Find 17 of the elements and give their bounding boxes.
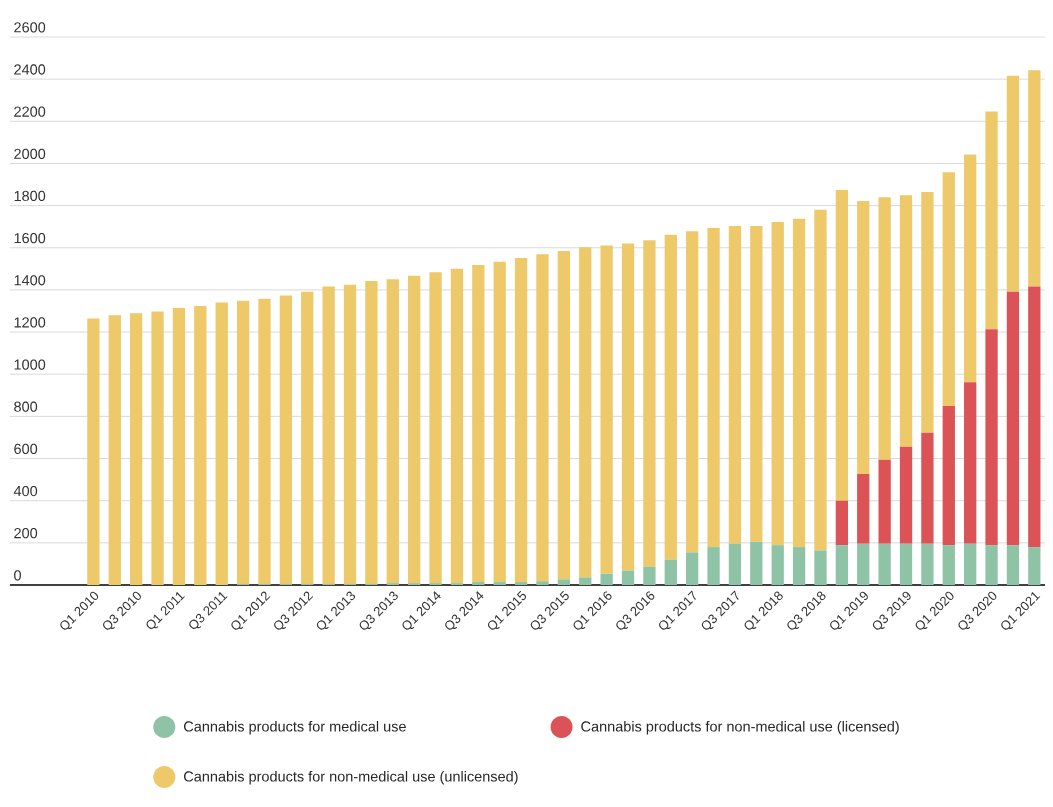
- legend-label: Cannabis products for non-medical use (licensed): [581, 720, 899, 735]
- y-tick-label: 200: [14, 528, 38, 539]
- y-tick-label: 1400: [14, 275, 46, 286]
- y-tick-label: 1600: [14, 232, 46, 244]
- y-tick-label: 1800: [14, 190, 46, 202]
- y-tick-label: 1000: [14, 359, 46, 370]
- y-tick-label: 800: [14, 401, 38, 412]
- y-tick-label: 2600: [14, 22, 46, 33]
- y-tick-label: 2200: [14, 106, 46, 117]
- y-tick-label: 2000: [14, 148, 46, 159]
- y-tick-label: 600: [14, 443, 38, 455]
- y-tick-label: 1200: [14, 317, 46, 328]
- legend-label: Cannabis products for non-medical use (unlicensed): [184, 770, 518, 785]
- legend-label: Cannabis products for medical use: [184, 720, 406, 735]
- y-tick-label: 400: [13, 485, 38, 497]
- y-tick-label: 2400: [14, 64, 46, 75]
- y-tick-label: 0: [14, 570, 22, 581]
